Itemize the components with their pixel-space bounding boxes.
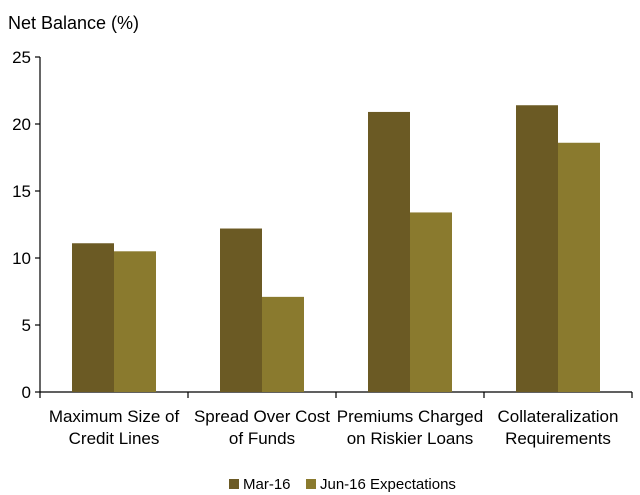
bar-mar-16 <box>220 228 262 392</box>
bar-jun-16-expectations <box>262 296 304 392</box>
bar-jun-16-expectations <box>410 212 452 392</box>
bar-mar-16 <box>368 111 410 392</box>
legend-label: Mar-16 <box>243 476 291 493</box>
y-tick-label: 20 <box>12 115 31 134</box>
legend-label: Jun-16 Expectations <box>320 476 456 493</box>
x-tick-label: of Funds <box>229 429 295 448</box>
x-tick-label: Credit Lines <box>69 429 160 448</box>
y-tick-label: 25 <box>12 48 31 67</box>
plot-area: 0 5 10 15 20 25 Maximum Size of Credit Lines Spr… <box>12 48 633 448</box>
y-tick-label: 5 <box>22 316 31 335</box>
legend-swatch <box>229 479 239 489</box>
x-tick-label: Collateralization <box>498 407 619 426</box>
x-tick-label: Requirements <box>505 429 611 448</box>
y-tick-label: 0 <box>22 383 31 402</box>
x-tick-label: on Riskier Loans <box>347 429 474 448</box>
y-tick-label: 10 <box>12 249 31 268</box>
bar-mar-16 <box>72 243 114 392</box>
legend-swatch <box>306 479 316 489</box>
y-axis-title: Net Balance (%) <box>8 13 139 33</box>
x-tick-label: Maximum Size of <box>49 407 180 426</box>
x-tick-label: Premiums Charged <box>337 407 483 426</box>
bar-mar-16 <box>516 105 558 393</box>
y-tick-label: 15 <box>12 182 31 201</box>
x-tick-label: Spread Over Cost <box>194 407 330 426</box>
bar-jun-16-expectations <box>114 251 156 392</box>
legend: Mar-16 Jun-16 Expectations <box>229 476 456 493</box>
bar-jun-16-expectations <box>558 142 600 392</box>
